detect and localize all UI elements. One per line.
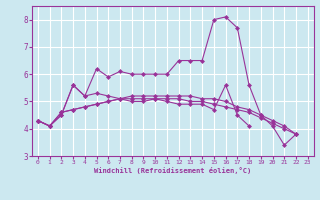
X-axis label: Windchill (Refroidissement éolien,°C): Windchill (Refroidissement éolien,°C)	[94, 167, 252, 174]
